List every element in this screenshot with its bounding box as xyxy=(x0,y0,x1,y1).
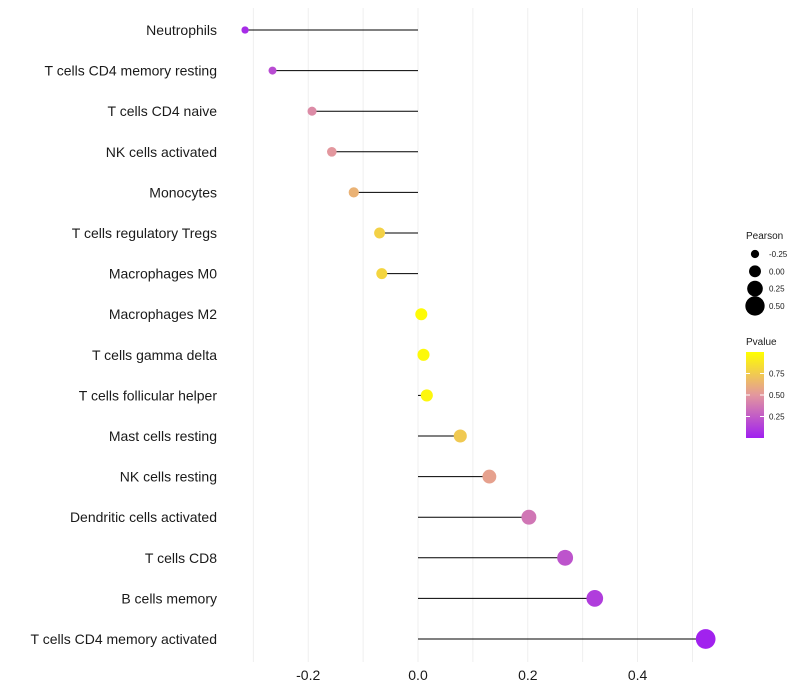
point xyxy=(415,308,428,321)
x-tick-label: -0.2 xyxy=(296,667,320,683)
point xyxy=(376,268,388,280)
point xyxy=(695,629,716,649)
category-label: Mast cells resting xyxy=(109,428,217,444)
point xyxy=(327,146,337,157)
size-legend-label: 0.50 xyxy=(769,302,785,311)
x-tick-label: 0.2 xyxy=(518,667,538,683)
size-legend-label: -0.25 xyxy=(769,250,788,259)
category-label: B cells memory xyxy=(121,590,217,606)
category-label: T cells CD4 memory activated xyxy=(31,631,217,647)
point xyxy=(420,389,433,402)
color-legend-label: 0.25 xyxy=(769,413,785,422)
grid-lines xyxy=(252,8,693,662)
point xyxy=(268,66,277,75)
category-label: NK cells activated xyxy=(106,144,217,160)
category-label: Macrophages M0 xyxy=(109,266,217,282)
x-axis-tick-labels: -0.2 0.0 0.2 0.4 xyxy=(296,667,647,683)
color-legend-label: 0.50 xyxy=(769,391,785,400)
point xyxy=(374,227,386,239)
size-legend: Pearson -0.25 0.00 0.25 0.50 xyxy=(745,231,788,316)
category-label: NK cells resting xyxy=(120,469,217,485)
size-legend-key xyxy=(747,280,763,297)
point xyxy=(417,348,430,361)
category-label: T cells CD4 memory resting xyxy=(45,63,217,79)
size-legend-key xyxy=(749,265,761,278)
point xyxy=(453,429,467,443)
color-legend: Pvalue 0.75 0.50 0.25 xyxy=(746,337,785,438)
point xyxy=(482,469,497,484)
point xyxy=(586,590,604,607)
points xyxy=(241,26,716,649)
color-legend-label: 0.75 xyxy=(769,370,785,379)
category-label: Macrophages M2 xyxy=(109,306,217,322)
x-tick-label: 0.4 xyxy=(628,667,648,683)
point xyxy=(557,549,574,566)
stems xyxy=(245,29,706,640)
color-bar xyxy=(746,352,764,438)
point xyxy=(521,509,537,525)
point xyxy=(348,187,359,198)
category-label: Neutrophils xyxy=(146,22,217,38)
size-legend-key xyxy=(745,296,765,316)
category-label: Dendritic cells activated xyxy=(70,509,217,525)
color-legend-title: Pvalue xyxy=(746,337,777,348)
category-label: Monocytes xyxy=(149,184,217,200)
point xyxy=(307,106,317,116)
category-label: T cells CD4 naive xyxy=(108,103,218,119)
category-label: T cells gamma delta xyxy=(92,347,217,363)
category-labels: Neutrophils T cells CD4 memory resting T c… xyxy=(31,22,218,647)
point xyxy=(241,26,249,34)
size-legend-label: 0.25 xyxy=(769,285,785,294)
size-legend-label: 0.00 xyxy=(769,267,785,276)
size-legend-title: Pearson xyxy=(746,231,783,242)
category-label: T cells follicular helper xyxy=(79,387,218,403)
size-legend-key xyxy=(750,249,760,259)
category-label: T cells regulatory Tregs xyxy=(72,225,217,241)
x-tick-label: 0.0 xyxy=(408,667,428,683)
category-label: T cells CD8 xyxy=(145,550,217,566)
